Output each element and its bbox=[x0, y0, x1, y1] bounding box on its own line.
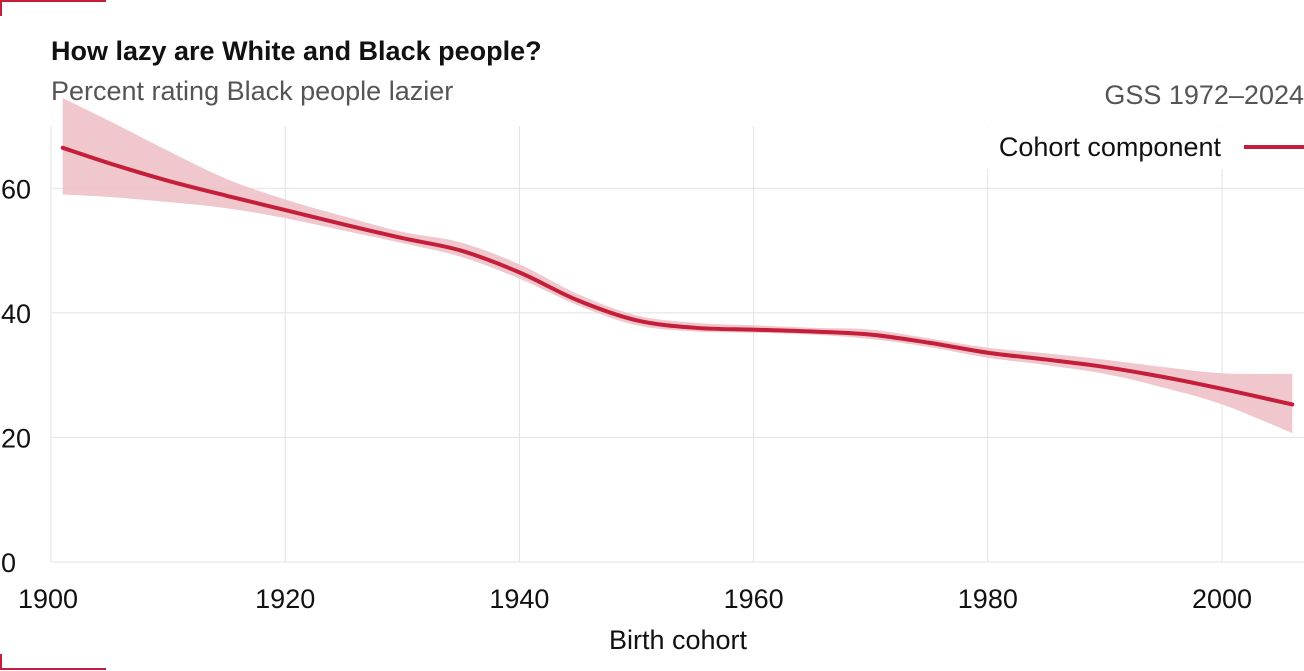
legend: Cohort component bbox=[968, 127, 1304, 169]
grid-lines bbox=[50, 126, 1304, 563]
legend-label: Cohort component bbox=[999, 132, 1222, 162]
y-tick-label-60: 60 bbox=[1, 174, 31, 204]
x-tick-label-1980: 1980 bbox=[958, 584, 1018, 614]
corner-mark-bottom-horizontal bbox=[0, 668, 106, 670]
cohort-component-line bbox=[60, 145, 1295, 407]
corner-mark-top-vertical bbox=[0, 0, 2, 16]
x-tick-label-1940: 1940 bbox=[489, 584, 549, 614]
x-tick-label-2000: 2000 bbox=[1192, 584, 1252, 614]
y-axis-ticks: 0 20 40 60 bbox=[1, 174, 31, 578]
x-axis-ticks: 1900 1920 1940 1960 1980 2000 bbox=[18, 584, 1252, 614]
chart-title: How lazy are White and Black people? bbox=[51, 36, 542, 66]
y-tick-label-20: 20 bbox=[1, 423, 31, 453]
x-axis-title: Birth cohort bbox=[609, 625, 748, 655]
y-tick-label-40: 40 bbox=[1, 299, 31, 329]
y-tick-label-0: 0 bbox=[1, 548, 16, 578]
confidence-band bbox=[62, 97, 1293, 434]
chart-source: GSS 1972–2024 bbox=[1104, 80, 1304, 110]
x-tick-label-1960: 1960 bbox=[724, 584, 784, 614]
corner-mark-bottom-vertical bbox=[0, 654, 2, 670]
chart-subtitle: Percent rating Black people lazier bbox=[51, 76, 454, 106]
corner-mark-top-horizontal bbox=[0, 0, 106, 2]
x-tick-label-1920: 1920 bbox=[255, 584, 315, 614]
x-tick-label-1900: 1900 bbox=[18, 584, 78, 614]
